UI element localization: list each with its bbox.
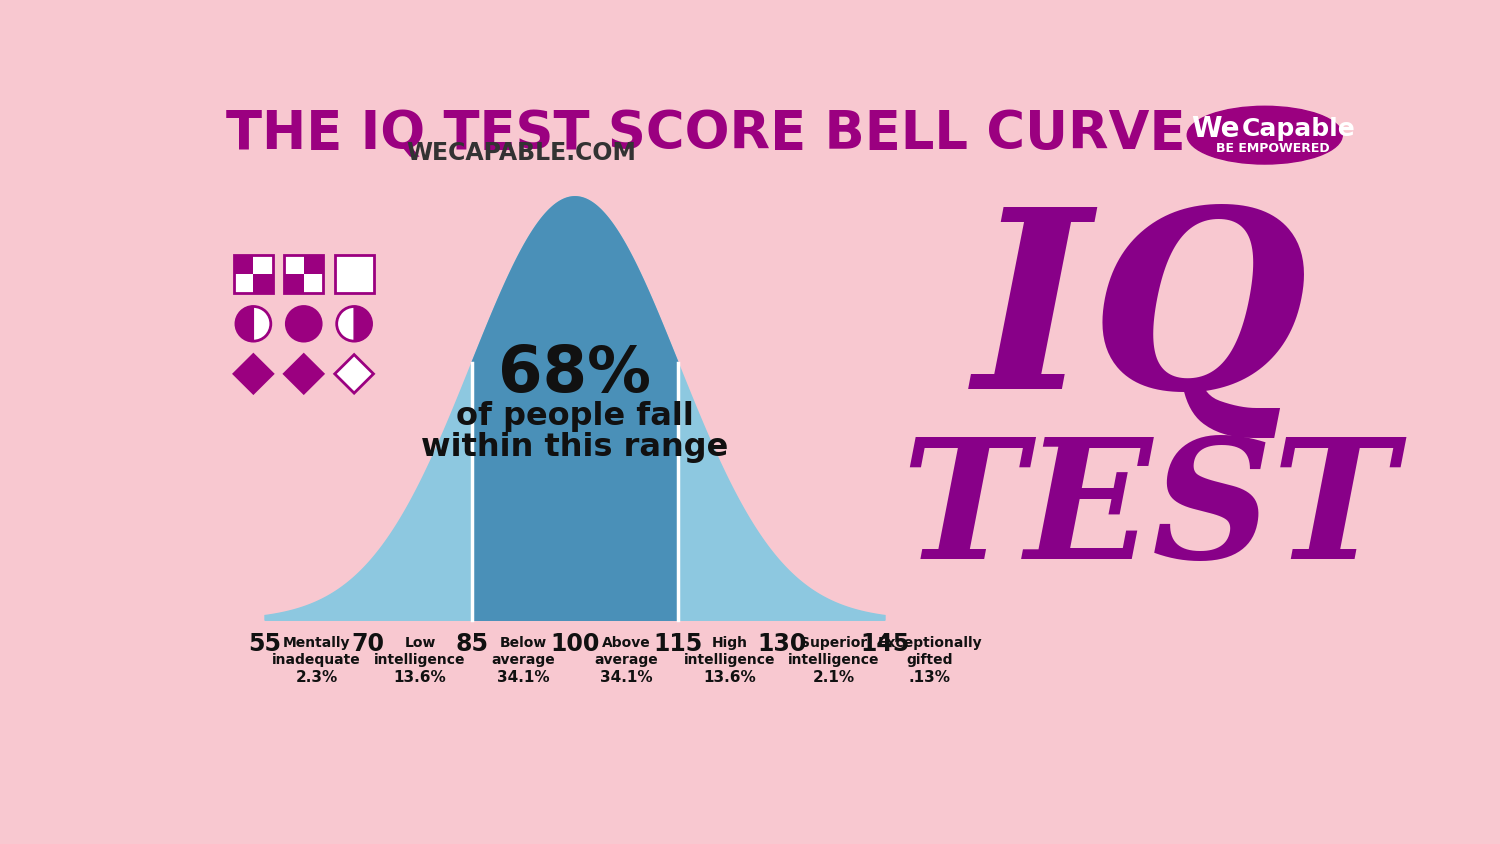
Text: 13.6%: 13.6% bbox=[704, 670, 756, 685]
Polygon shape bbox=[234, 354, 273, 393]
Text: Capable: Capable bbox=[1242, 117, 1356, 141]
Text: 145: 145 bbox=[861, 632, 909, 656]
Polygon shape bbox=[354, 306, 372, 341]
Circle shape bbox=[286, 306, 321, 341]
Bar bbox=[334, 255, 374, 293]
Text: .13%: .13% bbox=[909, 670, 951, 685]
Text: 70: 70 bbox=[352, 632, 386, 656]
Text: 34.1%: 34.1% bbox=[496, 670, 549, 685]
Text: 85: 85 bbox=[454, 632, 488, 656]
Bar bbox=[285, 273, 303, 293]
Text: 2.1%: 2.1% bbox=[813, 670, 855, 685]
Text: TEST: TEST bbox=[902, 432, 1396, 593]
Text: 34.1%: 34.1% bbox=[600, 670, 652, 685]
Text: 130: 130 bbox=[758, 632, 807, 656]
Text: 2.3%: 2.3% bbox=[296, 670, 338, 685]
Text: Mentally
inadequate: Mentally inadequate bbox=[273, 636, 362, 667]
Text: Low
intelligence: Low intelligence bbox=[375, 636, 465, 667]
Text: BE EMPOWERED: BE EMPOWERED bbox=[1215, 142, 1329, 154]
Text: Above
average: Above average bbox=[596, 636, 658, 667]
Circle shape bbox=[336, 306, 372, 341]
Circle shape bbox=[236, 306, 272, 341]
Text: 68%: 68% bbox=[498, 343, 651, 405]
Text: 13.6%: 13.6% bbox=[393, 670, 447, 685]
Text: Below
average: Below average bbox=[492, 636, 555, 667]
Text: THE IQ TEST SCORE BELL CURVE: THE IQ TEST SCORE BELL CURVE bbox=[226, 108, 1185, 160]
Bar bbox=[285, 255, 322, 293]
Text: IQ: IQ bbox=[974, 198, 1308, 441]
Bar bbox=[234, 255, 273, 293]
Circle shape bbox=[286, 306, 321, 341]
Polygon shape bbox=[236, 306, 254, 341]
Polygon shape bbox=[471, 197, 678, 620]
Text: We: We bbox=[1191, 115, 1240, 143]
Bar bbox=[254, 273, 273, 293]
Bar bbox=[234, 255, 254, 273]
Text: High
intelligence: High intelligence bbox=[684, 636, 776, 667]
Ellipse shape bbox=[1188, 106, 1342, 164]
Polygon shape bbox=[334, 354, 374, 393]
Text: 100: 100 bbox=[550, 632, 600, 656]
Text: Exceptionally
gifted: Exceptionally gifted bbox=[878, 636, 983, 667]
Text: of people fall: of people fall bbox=[456, 401, 694, 432]
Text: WECAPABLE.COM: WECAPABLE.COM bbox=[406, 141, 636, 165]
Bar bbox=[303, 255, 322, 273]
Polygon shape bbox=[285, 354, 322, 393]
Text: within this range: within this range bbox=[422, 431, 729, 463]
Text: 55: 55 bbox=[249, 632, 282, 656]
Text: 115: 115 bbox=[654, 632, 704, 656]
Polygon shape bbox=[266, 197, 885, 620]
Text: Superior
intelligence: Superior intelligence bbox=[788, 636, 879, 667]
